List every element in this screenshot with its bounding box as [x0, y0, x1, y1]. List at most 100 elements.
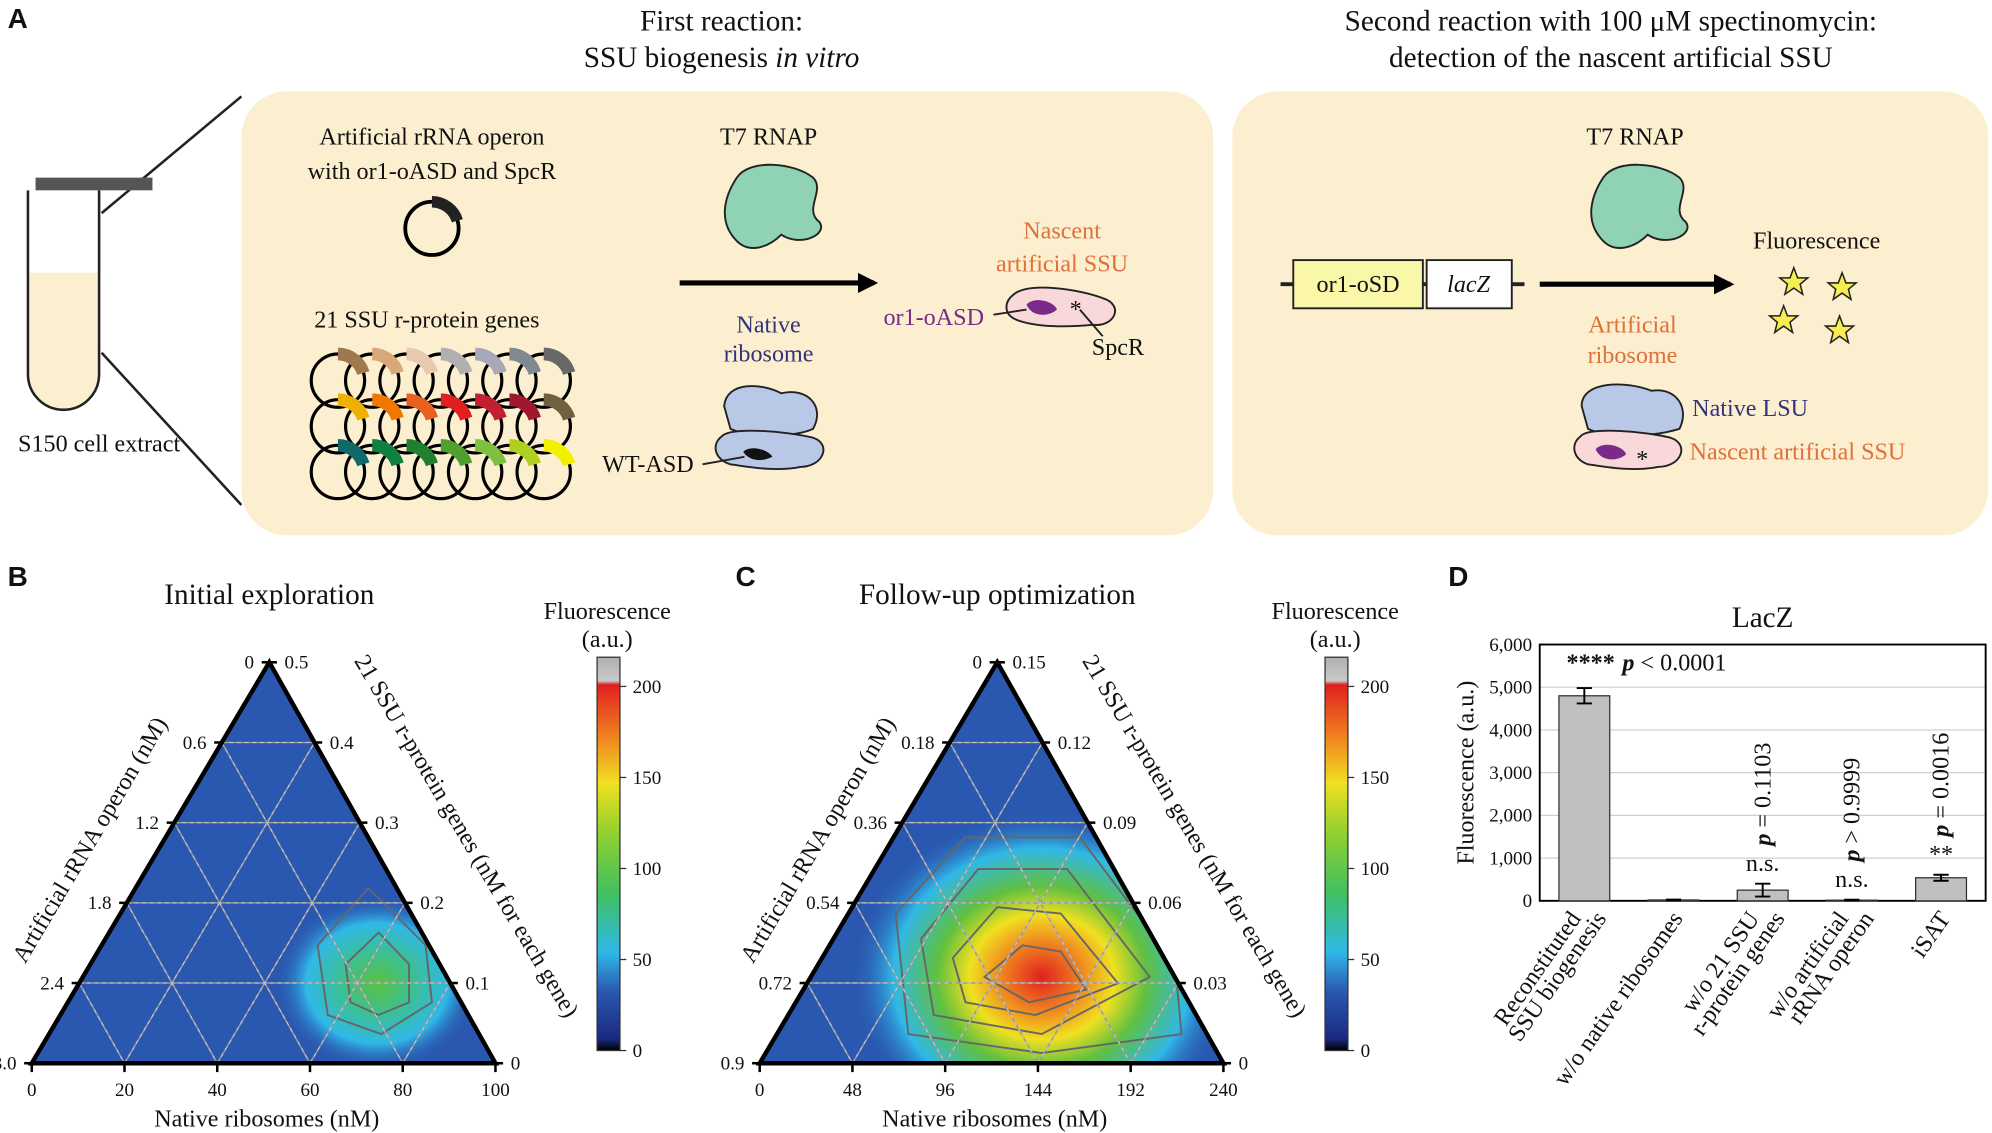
grid-line — [173, 822, 311, 1064]
y-axis-title: Fluorescence (a.u.) — [1454, 681, 1480, 865]
grid-line — [901, 822, 1039, 1064]
tick-label: 100 — [1361, 859, 1390, 880]
label: 21 SSU r-protein genes — [314, 307, 539, 333]
triangle-frame — [27, 657, 500, 1066]
gene-insert — [440, 347, 473, 376]
tick-label: 0.06 — [1148, 893, 1181, 914]
tick-label: 0.54 — [806, 893, 840, 914]
title: SSU biogenesis in vitro — [584, 42, 860, 74]
label: Nascent artificial SSU — [1690, 439, 1906, 465]
label: or1-oSD — [1317, 272, 1400, 298]
tick-label: 0 — [245, 653, 255, 674]
tick-label: 60 — [300, 1080, 319, 1101]
y-tick-label: 3,000 — [1489, 763, 1532, 784]
tick-label: 20 — [115, 1080, 134, 1101]
nascent-ssu — [1573, 429, 1683, 471]
p-symbol: p — [1750, 834, 1776, 848]
tick-label: 0.6 — [183, 733, 207, 754]
tick-label: 0 — [633, 1041, 643, 1062]
label: T7 RNAP — [1586, 125, 1683, 151]
bar — [1558, 695, 1611, 902]
title: detection of the nascent artificial SSU — [1389, 42, 1833, 74]
gene-insert — [474, 393, 507, 421]
axis-title: Native ribosomes (nM) — [154, 1107, 379, 1133]
spcr-marker: * — [1070, 297, 1082, 323]
tick-label: 96 — [936, 1080, 955, 1101]
tick-label: 0.36 — [854, 813, 887, 834]
error-bar — [1755, 882, 1771, 898]
tick-label: 0.72 — [759, 973, 792, 994]
p-symbol: p — [1929, 825, 1955, 839]
tick-label: 240 — [1209, 1080, 1238, 1101]
tick-label: 1.2 — [135, 813, 159, 834]
grid-line — [126, 902, 218, 1064]
grid-line — [402, 982, 451, 1064]
t7-rnap — [723, 163, 823, 249]
gene-insert — [474, 347, 507, 376]
tick-label: 0 — [755, 1080, 765, 1101]
tick-label: 0.5 — [285, 653, 309, 674]
lsu — [1580, 383, 1684, 437]
tick-label: 144 — [1024, 1080, 1053, 1101]
gene-insert — [371, 393, 404, 421]
tick-label: 48 — [843, 1080, 862, 1101]
bar-panel: D LacZ Fluorescence (a.u.) 0 1,000 2,000 3,000… — [1448, 561, 1987, 1091]
axis-title: Native ribosomes (nM) — [882, 1107, 1107, 1133]
panel-label: D — [1448, 561, 1468, 592]
y-tick-label: 2,000 — [1489, 806, 1532, 827]
stars — [1767, 265, 1859, 345]
ternary-heatmap — [31, 662, 496, 1064]
grid-line — [806, 982, 853, 1064]
label: T7 RNAP — [720, 125, 817, 151]
oasd — [1026, 300, 1057, 315]
tick-label: 0.09 — [1103, 813, 1136, 834]
tick-label: 100 — [481, 1080, 510, 1101]
gene-insert — [543, 393, 576, 421]
gene-insert — [508, 393, 541, 421]
gene-insert — [440, 393, 473, 421]
colorbar-title: Fluorescence — [1272, 599, 1399, 625]
colorbar-title: (a.u.) — [1310, 627, 1361, 653]
gene-insert — [337, 393, 370, 421]
tick-label: 0.3 — [375, 813, 399, 834]
gene-insert — [371, 347, 404, 376]
label: artificial SSU — [996, 252, 1128, 278]
y-tick-label: 4,000 — [1489, 720, 1532, 741]
gene-insert — [337, 347, 370, 376]
error-bar — [1576, 687, 1592, 705]
title-part: in vitro — [775, 42, 859, 74]
label: or1-oASD — [883, 305, 984, 331]
label: lacZ — [1447, 272, 1490, 298]
panel-label: C — [736, 561, 756, 592]
gene-insert — [371, 438, 404, 467]
tick-label: 2.4 — [40, 973, 64, 994]
label: Native — [736, 312, 800, 338]
panel-title: Follow-up optimization — [859, 579, 1136, 611]
reaction-box — [1232, 91, 1989, 536]
tick-label: 0.2 — [420, 893, 444, 914]
pointer — [993, 308, 1027, 316]
tick-label: 0.9 — [721, 1054, 745, 1075]
stars: n.s. — [1835, 867, 1869, 893]
stars: ** — [1929, 842, 1953, 868]
tick-label: 3.0 — [0, 1054, 17, 1075]
t7-rnap — [1590, 163, 1689, 249]
gene-box — [1292, 259, 1424, 310]
tick-label: 192 — [1116, 1080, 1145, 1101]
p-text: < 0.0001 — [1634, 650, 1726, 676]
chart-title: LacZ — [1732, 602, 1794, 634]
gene-box — [1425, 259, 1513, 310]
pointer — [702, 455, 745, 466]
y-tick-label: 6,000 — [1489, 635, 1532, 656]
lsu — [723, 385, 819, 437]
grid-line — [1130, 982, 1179, 1064]
spcr-marker: * — [1636, 447, 1648, 473]
p-symbol: p — [1839, 850, 1865, 864]
y-tick-label: 0 — [1523, 891, 1533, 912]
tick-label: 0.03 — [1193, 973, 1226, 994]
label: S150 cell extract — [18, 432, 180, 458]
tick-label: 50 — [633, 950, 652, 971]
plasmid-insert — [431, 196, 463, 223]
